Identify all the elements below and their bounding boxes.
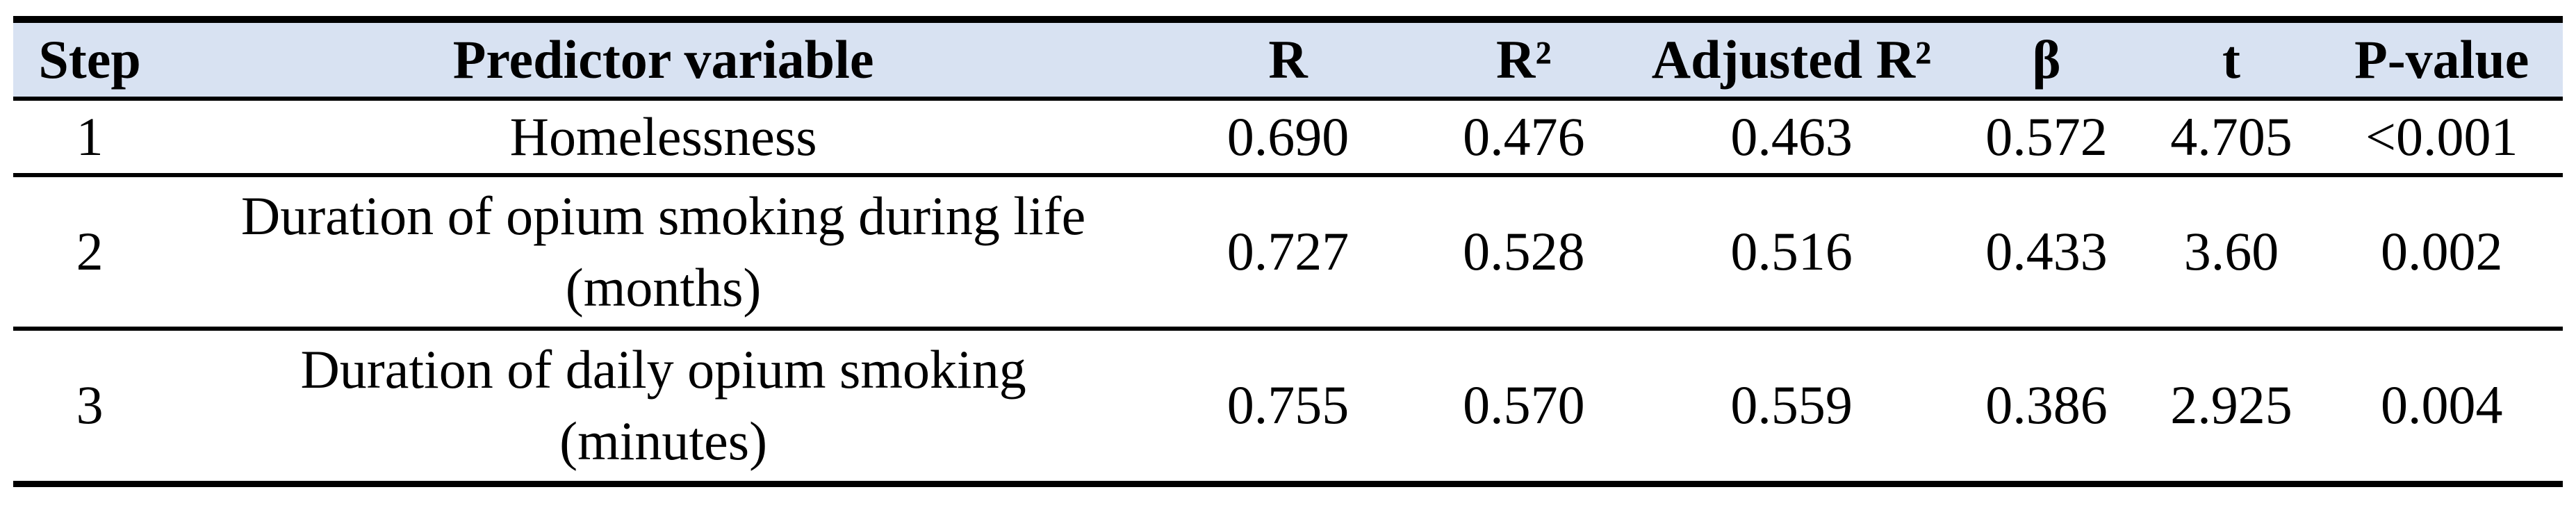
cell-step: 3 <box>76 375 104 436</box>
cell-adjusted-r-squared: 0.559 <box>1730 375 1853 436</box>
cell-beta: 0.433 <box>1985 221 2108 282</box>
cell-t: 3.60 <box>2183 221 2279 282</box>
column-header-p-value: P-value <box>2354 28 2529 90</box>
table-container: Step Predictor variable R R² Adjusted R²… <box>13 16 2563 487</box>
cell-adjusted-r-squared: 0.516 <box>1730 221 1853 282</box>
cell-t: 4.705 <box>2170 106 2292 167</box>
cell-p-value: 0.004 <box>2380 375 2503 436</box>
regression-results-table: Step Predictor variable R R² Adjusted R²… <box>13 16 2563 487</box>
cell-p-value: <0.001 <box>2365 106 2518 167</box>
cell-r-squared: 0.476 <box>1463 106 1585 167</box>
cell-adjusted-r-squared: 0.463 <box>1730 106 1853 167</box>
cell-t: 2.925 <box>2170 375 2292 436</box>
table-header-row: Step Predictor variable R R² Adjusted R²… <box>13 19 2563 99</box>
column-header-adjusted-r-squared: Adjusted R² <box>1651 28 1932 90</box>
cell-beta: 0.572 <box>1985 106 2108 167</box>
table-row: 2 Duration of opium smoking during life … <box>13 175 2563 329</box>
cell-predictor: Duration of opium smoking during life (m… <box>240 185 1086 318</box>
cell-predictor: Duration of daily opium smoking (minutes… <box>300 338 1026 471</box>
column-header-t: t <box>2222 28 2240 90</box>
column-header-r: R <box>1268 28 1308 90</box>
cell-r-squared: 0.528 <box>1463 221 1585 282</box>
cell-step: 2 <box>76 221 104 282</box>
cell-r: 0.755 <box>1227 375 1349 436</box>
cell-r: 0.690 <box>1227 106 1349 167</box>
column-header-step: Step <box>38 28 141 90</box>
column-header-beta: β <box>2032 28 2061 90</box>
table-row: 1 Homelessness 0.690 0.476 0.463 0.572 4… <box>13 99 2563 175</box>
cell-r: 0.727 <box>1227 221 1349 282</box>
cell-beta: 0.386 <box>1985 375 2108 436</box>
cell-r-squared: 0.570 <box>1463 375 1585 436</box>
cell-step: 1 <box>76 106 104 167</box>
cell-predictor: Homelessness <box>509 106 817 167</box>
column-header-predictor-variable: Predictor variable <box>452 28 874 90</box>
column-header-r-squared: R² <box>1496 28 1552 90</box>
cell-p-value: 0.002 <box>2380 221 2503 282</box>
table-row: 3 Duration of daily opium smoking (minut… <box>13 329 2563 484</box>
